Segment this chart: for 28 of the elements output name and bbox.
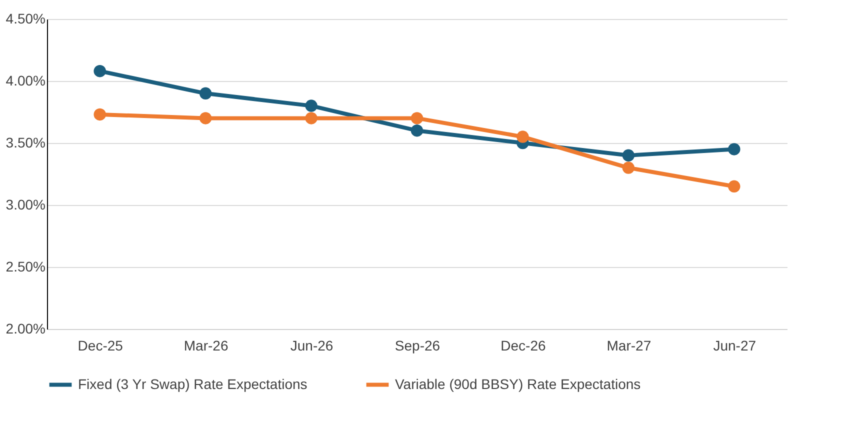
x-tick-label: Sep-26	[394, 338, 440, 354]
point	[728, 180, 740, 193]
point	[94, 64, 106, 78]
x-tick-label: Dec-25	[78, 338, 124, 354]
x-tick-label: Mar-26	[184, 338, 228, 354]
y-tick-label: 3.00%	[6, 196, 46, 212]
point	[410, 112, 424, 124]
legend-label: Fixed (3 Yr Swap) Rate Expectations	[78, 376, 308, 392]
x-tick-label: Dec-26	[500, 338, 546, 354]
point	[410, 124, 424, 137]
x-tick-label: Mar-27	[606, 338, 652, 354]
y-tick-label: 4.50%	[6, 10, 46, 26]
x-tick-label: Jun-27	[713, 338, 756, 354]
y-tick-label: 4.00%	[6, 72, 46, 88]
point	[199, 87, 212, 100]
x-tick-label: Jun-26	[290, 338, 334, 354]
point	[305, 100, 318, 112]
point	[305, 112, 318, 124]
point	[199, 112, 212, 124]
point	[94, 108, 106, 121]
point	[622, 149, 635, 162]
point	[728, 143, 740, 156]
point	[516, 130, 529, 143]
y-tick-label: 2.00%	[6, 320, 46, 336]
y-tick-label: 2.50%	[6, 258, 46, 274]
y-tick-label: 3.50%	[6, 134, 46, 150]
legend-label: Variable (90d BBSY) Rate Expectations	[395, 376, 641, 392]
point	[622, 162, 635, 174]
